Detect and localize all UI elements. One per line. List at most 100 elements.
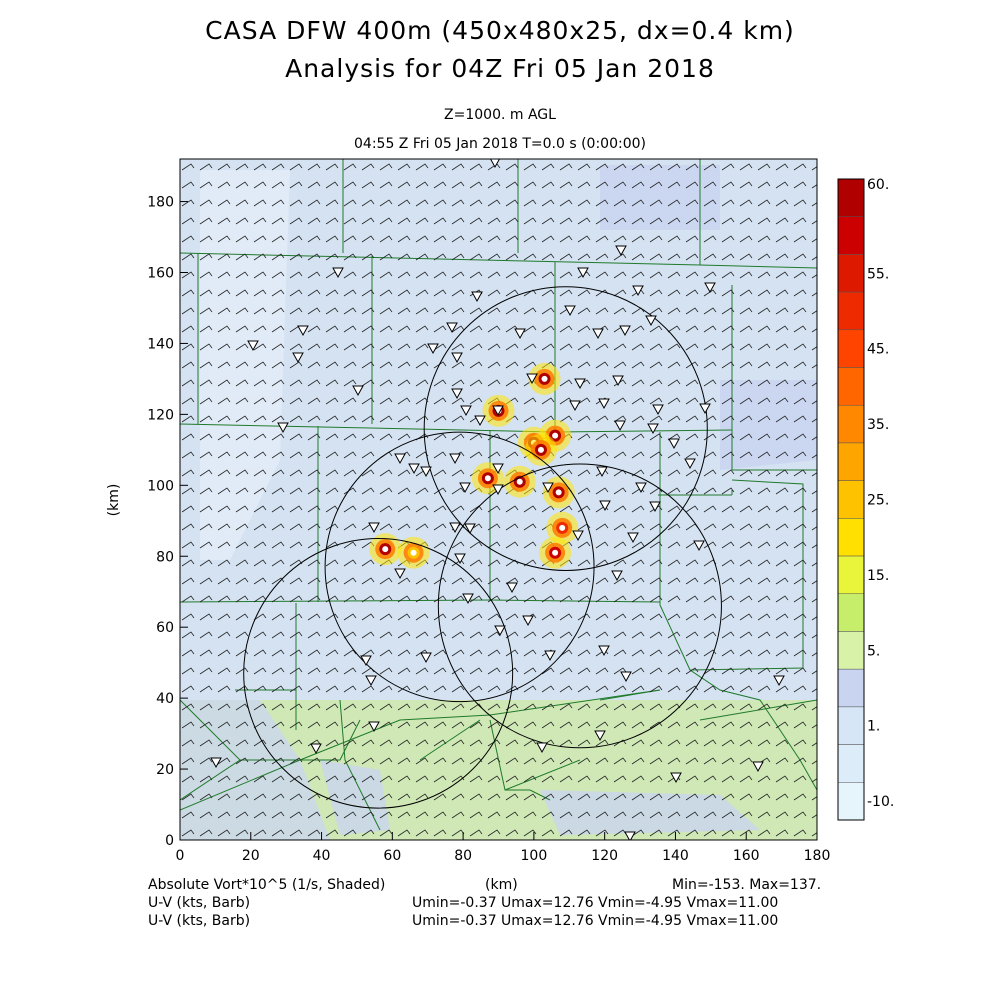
- x-tick-label: 160: [733, 848, 760, 864]
- station-marker: [365, 675, 377, 687]
- station-marker: [427, 343, 439, 355]
- barb-stats-1: Umin=-0.37 Umax=12.76 Vmin=-4.95 Vmax=11…: [412, 895, 779, 911]
- station-marker: [474, 415, 486, 427]
- station-marker: [394, 568, 406, 580]
- colorbar-swatch: [837, 291, 865, 331]
- station-marker: [526, 373, 538, 385]
- plot-frame: [179, 158, 818, 841]
- colorbar-label: 15.: [867, 568, 889, 584]
- station-marker: [773, 675, 785, 687]
- station-marker: [277, 422, 289, 434]
- radar-range-ring: [437, 463, 722, 749]
- vorticity-center: [516, 478, 523, 485]
- chart-title: CASA DFW 400m (450x480x25, dx=0.4 km): [205, 16, 795, 45]
- station-marker: [612, 375, 624, 387]
- station-marker: [684, 458, 696, 470]
- station-marker: [464, 523, 476, 535]
- colorbar-label: 55.: [867, 266, 889, 282]
- station-marker: [492, 463, 504, 475]
- station-marker: [394, 453, 406, 465]
- y-tick-label: 40: [156, 691, 174, 707]
- colorbar-label: 45.: [867, 342, 889, 358]
- colorbar-swatch: [837, 518, 865, 557]
- colorbar-swatch: [837, 178, 865, 217]
- wind-barbs: [180, 159, 817, 840]
- colorbar-swatch: [837, 216, 865, 255]
- y-tick-label: 140: [147, 336, 174, 352]
- x-axis-label: (km): [485, 877, 518, 893]
- colorbar-swatch: [837, 555, 865, 595]
- colorbar-label: 5.: [867, 643, 880, 659]
- radar-range-ring: [243, 538, 514, 809]
- x-tick-label: 120: [591, 848, 618, 864]
- station-marker: [649, 501, 661, 513]
- field-caption: Absolute Vort*10^5 (1/s, Shaded): [148, 877, 386, 893]
- station-marker: [536, 742, 548, 754]
- station-marker: [611, 570, 623, 582]
- station-marker: [620, 671, 632, 683]
- station-marker: [569, 400, 581, 412]
- station-marker: [310, 743, 322, 755]
- station-marker: [494, 625, 506, 637]
- station-marker: [652, 404, 664, 416]
- barb-caption-1: U-V (kts, Barb): [148, 895, 251, 911]
- station-marker: [647, 423, 659, 435]
- station-marker: [594, 730, 606, 742]
- station-marker: [492, 484, 504, 496]
- vorticity-center: [537, 446, 544, 453]
- x-tick-label: 40: [313, 848, 331, 864]
- colorbar-swatch: [837, 367, 865, 406]
- station-marker: [619, 325, 631, 337]
- station-marker: [459, 482, 471, 494]
- station-marker: [635, 482, 647, 494]
- x-tick-label: 140: [662, 848, 689, 864]
- station-marker: [668, 438, 680, 450]
- plot-area: [180, 159, 817, 840]
- station-marker: [522, 615, 534, 627]
- colorbar-swatch: [837, 744, 865, 783]
- station-marker: [352, 385, 364, 397]
- colorbar-label: 60.: [867, 177, 889, 193]
- station-marker: [598, 645, 610, 657]
- station-marker: [574, 378, 586, 390]
- colorbar-swatch: [837, 668, 865, 708]
- colorbar-label: 1.: [867, 719, 880, 735]
- station-marker: [360, 655, 372, 667]
- station-marker: [247, 340, 259, 352]
- colorbar-label: 35.: [867, 417, 889, 433]
- station-marker: [542, 482, 554, 494]
- station-marker: [297, 325, 309, 337]
- station-marker: [699, 403, 711, 415]
- station-marker: [368, 522, 380, 534]
- y-tick-label: 20: [156, 762, 174, 778]
- barb-caption-2: U-V (kts, Barb): [148, 913, 251, 929]
- chart-subtitle: Analysis for 04Z Fri 05 Jan 2018: [285, 54, 715, 83]
- radar-range-ring: [423, 286, 708, 571]
- station-marker: [420, 466, 432, 478]
- station-marker: [471, 291, 483, 303]
- x-tick-label: 100: [521, 848, 548, 864]
- station-marker: [506, 582, 518, 594]
- vorticity-center: [552, 549, 559, 556]
- y-tick-label: 80: [156, 549, 174, 565]
- station-marker: [454, 553, 466, 565]
- station-marker: [408, 463, 420, 475]
- vorticity-center: [410, 549, 417, 556]
- station-marker: [577, 267, 589, 279]
- station-marker: [564, 305, 576, 317]
- vorticity-center: [552, 432, 559, 439]
- station-marker: [615, 245, 627, 257]
- colorbar-swatch: [837, 706, 865, 745]
- station-marker: [614, 420, 626, 432]
- colorbar-swatch: [837, 631, 865, 670]
- x-tick-label: 80: [454, 848, 472, 864]
- x-tick-label: 60: [383, 848, 401, 864]
- station-marker: [210, 757, 222, 769]
- vorticity-center: [555, 489, 562, 496]
- station-marker: [514, 328, 526, 340]
- station-marker: [451, 352, 463, 364]
- x-tick-label: 20: [242, 848, 260, 864]
- min-max-caption: Min=-153. Max=137.: [672, 877, 822, 893]
- station-marker: [599, 500, 611, 512]
- valid-time-label: 04:55 Z Fri 05 Jan 2018 T=0.0 s (0:00:00…: [354, 136, 646, 152]
